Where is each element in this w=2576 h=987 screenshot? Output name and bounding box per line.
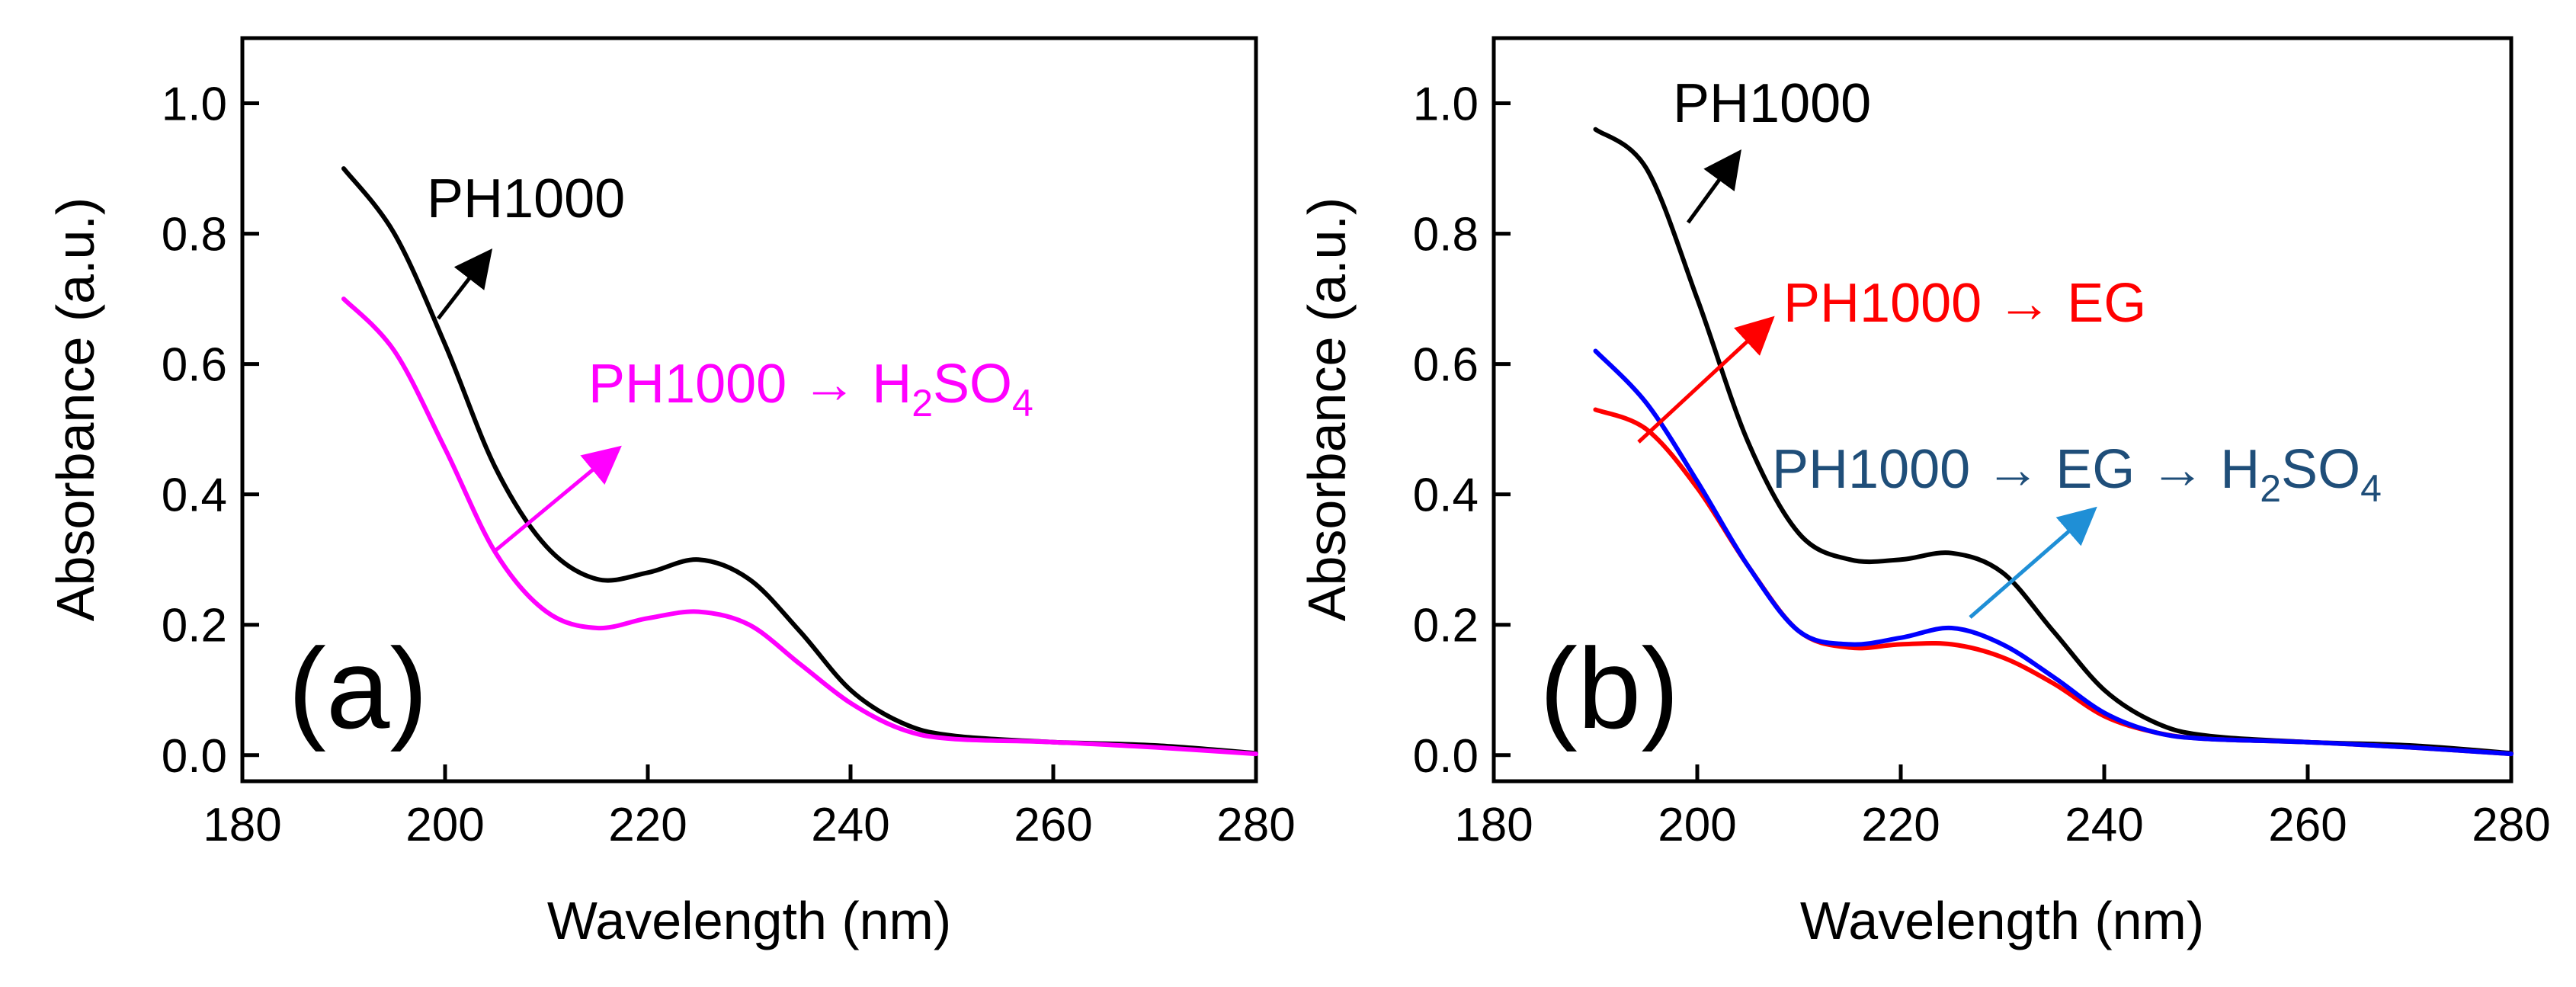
- panel-a-y-tick-label: 1.0: [162, 79, 227, 131]
- panel-a-x-ticks: [240, 764, 1258, 781]
- panel-b-y-tick-label: 0.4: [1413, 469, 1479, 522]
- panel-b-x-tick-label: 280: [2472, 799, 2550, 851]
- panel-a-x-tick-label: 180: [203, 799, 281, 851]
- panel-b: 180 200 220 240 260 280 0.0 0.2 0.4 0.6 0.8 1.0 Wa…: [1297, 36, 2551, 950]
- panel-b-y-tick-label: 0.0: [1413, 730, 1479, 783]
- panel-a-x-tick-label: 220: [608, 799, 687, 851]
- panel-b-y-tick-label: 1.0: [1413, 79, 1479, 131]
- panel-a-x-tick-label: 260: [1014, 799, 1092, 851]
- panel-a-arrow-h2so4: [492, 445, 622, 553]
- panel-a-x-tick-labels: 180 200 220 240 260 280: [203, 799, 1295, 851]
- panel-b-annotation-eg: PH1000 → EG: [1783, 273, 2146, 334]
- panel-a-series-line-2: [341, 296, 1258, 757]
- panel-b-label: (b): [1540, 624, 1679, 752]
- panel-b-y-tick-label: 0.6: [1413, 339, 1479, 392]
- panel-a-arrow-ph1000: [437, 248, 493, 320]
- panel-a-y-tick-label: 0.6: [162, 339, 227, 392]
- panel-a-x-tick-label: 200: [405, 799, 484, 851]
- panel-a-plot-frame: [240, 36, 1258, 784]
- panel-b-y-axis-title: Absorbance (a.u.): [1297, 197, 1357, 621]
- panel-b-series-lines: [1593, 127, 2514, 757]
- panel-b-x-tick-label: 180: [1454, 799, 1533, 851]
- panel-a-x-tick-label: 240: [811, 799, 889, 851]
- panel-b-plot-frame: [1491, 36, 2514, 784]
- panel-a-y-axis-title: Absorbance (a.u.): [46, 197, 105, 621]
- panel-a-y-ticks: [242, 101, 259, 758]
- panel-a-x-axis-title: Wavelength (nm): [547, 891, 951, 950]
- panel-b-x-tick-label: 200: [1658, 799, 1736, 851]
- panel-b-y-tick-label: 0.2: [1413, 600, 1479, 652]
- panel-a-y-tick-label: 0.4: [162, 469, 227, 522]
- panel-a-label: (a): [288, 624, 428, 752]
- panel-b-series-line-3: [1593, 348, 2514, 757]
- panel-b-y-tick-label: 0.8: [1413, 209, 1479, 261]
- panel-b-x-axis-title: Wavelength (nm): [1800, 891, 2204, 950]
- panel-b-y-tick-labels: 0.0 0.2 0.4 0.6 0.8 1.0: [1413, 79, 1479, 783]
- panel-a-series-lines: [341, 166, 1258, 757]
- panel-b-arrow-eg: [1637, 316, 1775, 444]
- panel-b-arrow-eg-h2so4: [1969, 506, 2097, 619]
- panel-b-x-tick-labels: 180 200 220 240 260 280: [1454, 799, 2550, 851]
- panel-a-y-tick-label: 0.0: [162, 730, 227, 783]
- panel-a-y-tick-label: 0.8: [162, 209, 227, 261]
- panel-b-y-ticks: [1494, 101, 1511, 758]
- panel-b-annotation-eg-h2so4: PH1000 → EG → H2SO4: [1772, 439, 2382, 510]
- panel-b-x-tick-label: 240: [2065, 799, 2143, 851]
- panel-b-arrow-ph1000: [1686, 149, 1741, 224]
- panel-b-annotation-ph1000: PH1000: [1673, 73, 1871, 134]
- panel-b-x-tick-label: 260: [2268, 799, 2347, 851]
- panel-b-x-tick-label: 220: [1861, 799, 1940, 851]
- panel-a-x-tick-label: 280: [1216, 799, 1295, 851]
- panel-a-annotation-ph1000: PH1000: [427, 168, 625, 229]
- panel-a-y-tick-label: 0.2: [162, 600, 227, 652]
- panel-a-y-tick-labels: 0.0 0.2 0.4 0.6 0.8 1.0: [162, 79, 227, 783]
- panel-a-annotation-h2so4: PH1000 → H2SO4: [588, 354, 1033, 425]
- panel-a: 180 200 220 240 260 280 0.0 0.2 0.4 0.6 0.8 1.0 Wa…: [46, 36, 1296, 950]
- panel-b-x-ticks: [1491, 764, 2514, 781]
